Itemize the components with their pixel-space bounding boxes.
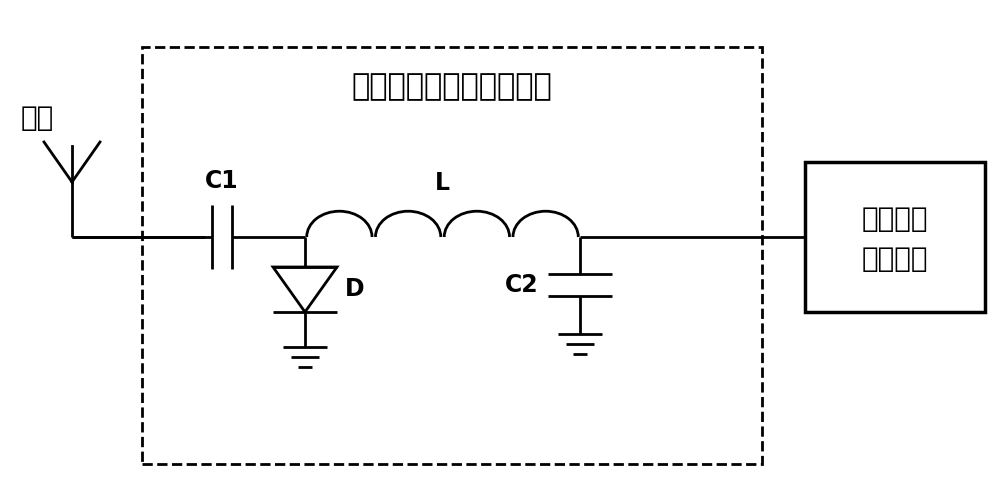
Bar: [805, 162, 985, 312]
Text: 切换模块: 切换模块: [862, 245, 928, 273]
Text: 低功耗反向散射放大标签: 低功耗反向散射放大标签: [352, 72, 552, 101]
Text: C1: C1: [205, 169, 239, 193]
Text: D: D: [345, 277, 365, 302]
Text: L: L: [435, 171, 450, 195]
Text: 偏置电压: 偏置电压: [862, 205, 928, 233]
Text: 天线: 天线: [20, 104, 54, 132]
Text: C2: C2: [504, 273, 538, 297]
